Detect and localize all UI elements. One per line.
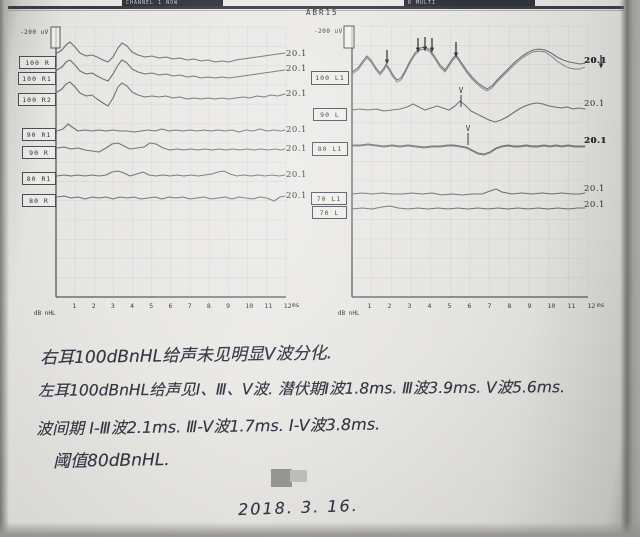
handwritten-note-threshold: 阈值80dBnHL.: [52, 449, 170, 473]
trace-label-box-100-l1: 100 L1: [311, 71, 349, 85]
trace-label-box-90-r1: 90 R1: [22, 128, 56, 141]
waveform-100-r1: [56, 59, 286, 82]
left-calibration-box: [50, 26, 61, 49]
page-top-rule-2: [8, 9, 624, 11]
right-x-tick-4: 4: [427, 302, 432, 310]
latency-value-100-r: 20.1: [286, 49, 307, 59]
trace-label-box-90-l: 90 L: [313, 108, 347, 121]
wave-v-marker-90: V: [459, 86, 464, 95]
latency-value-70-l: 20.1: [584, 200, 605, 210]
left-x-tick-8: 8: [206, 302, 211, 310]
report-title: ABR15: [306, 8, 339, 17]
trace-label-box-80-r: 80 R: [22, 194, 56, 207]
waveform-80-l1: [351, 143, 586, 155]
right-x-tick-5: 5: [447, 302, 452, 310]
photo-edge-bottom: [0, 522, 640, 537]
latency-value-70-l1: 20.1: [584, 184, 605, 194]
left-x-tick-3: 3: [110, 302, 115, 310]
right-x-tick-6: 6: [467, 302, 472, 310]
waveform-70-l: [351, 205, 586, 210]
trace-label-box-100-r2: 100 R2: [18, 93, 56, 106]
right-x-tick-11: 11: [567, 302, 576, 310]
right-scale-label: -200 uV: [314, 28, 343, 35]
waveform-80-r: [56, 195, 286, 202]
wave-iii-marker-3-head: [429, 47, 435, 53]
trace-label-box-70-l1: 70 L1: [311, 192, 347, 205]
right-x-tick-9: 9: [527, 302, 532, 310]
left-x-tick-2: 2: [91, 302, 96, 310]
left-scale-label: -200 uV: [20, 29, 49, 36]
window-titlebar-fragment-left: CHANNEL 1 NOW: [122, 0, 223, 6]
right-time-unit: ms: [597, 302, 605, 309]
window-titlebar-fragment-right: R MULTI: [404, 0, 535, 7]
right-x-tick-2: 2: [387, 302, 392, 310]
left-time-unit: ms: [292, 302, 300, 309]
right-calibration-box: [343, 25, 355, 49]
trace-label-box-80-l1: 80 L1: [312, 142, 348, 156]
handwritten-note-left-ear-latency: 左耳100dBnHL给声见I、Ⅲ、V波. 潜伏期I波1.8ms. Ⅲ波3.9ms…: [37, 378, 565, 400]
waveform-80-l1-retest: [352, 144, 585, 156]
latency-value-90-r: 20.1: [286, 144, 307, 154]
waveform-100-r: [56, 41, 286, 63]
photo-edge-right: [620, 0, 640, 537]
wave-iii-marker-1-head: [415, 47, 421, 53]
left-axis-label: dB nHL: [34, 310, 56, 317]
left-x-tick-1: 1: [72, 302, 77, 310]
left-x-tick-11: 11: [264, 302, 273, 310]
waveform-90-r1: [56, 123, 286, 133]
handwritten-note-interpeak-intervals: 波间期 I-Ⅲ波2.1ms. Ⅲ-V波1.7ms. I-V波3.8ms.: [35, 414, 381, 439]
latency-value-80-r1: 20.1: [286, 170, 307, 180]
latency-value-100-r1: 20.1: [286, 64, 307, 74]
right-x-tick-3: 3: [407, 302, 412, 310]
left-x-tick-5: 5: [149, 302, 154, 310]
latency-value-100-r2: 20.1: [286, 89, 307, 99]
right-x-tick-10: 10: [547, 302, 556, 310]
waveform-90-l: [351, 100, 586, 123]
latency-value-100-l1: 20.1: [584, 56, 607, 66]
latency-value-80-r: 20.1: [286, 191, 307, 201]
page-top-rule: [8, 6, 624, 9]
waveform-90-r: [56, 142, 286, 153]
redaction-block: [271, 469, 292, 487]
right-x-tick-8: 8: [507, 302, 512, 310]
value-row-marker-head: [598, 63, 604, 69]
wave-iii-marker-2-head: [422, 46, 428, 52]
waveform-70-l1: [351, 188, 586, 196]
right-axis-label: dB nHL: [338, 310, 360, 317]
trace-label-box-70-l: 70 L: [312, 206, 347, 219]
latency-value-90-r1: 20.1: [286, 125, 307, 135]
trace-label-box-100-r1: 100 R1: [18, 72, 56, 85]
left-x-tick-6: 6: [168, 302, 173, 310]
left-x-tick-7: 7: [187, 302, 192, 310]
left-x-tick-12: 12: [283, 302, 292, 310]
trace-label-box-100-r: 100 R: [19, 56, 56, 69]
wave-v-marker-80: V: [466, 124, 471, 133]
waveform-80-r1: [56, 170, 286, 177]
latency-value-80-l1: 20.1: [584, 136, 607, 146]
trace-label-box-80-r1: 80 R1: [22, 172, 56, 185]
waveform-100-r2: [56, 81, 286, 107]
wave-i-marker-head: [384, 59, 390, 65]
right-x-tick-7: 7: [487, 302, 492, 310]
left-x-tick-10: 10: [245, 302, 254, 310]
wave-v-marker-100-head: [453, 52, 459, 58]
photo-edge-left: [0, 0, 9, 537]
right-x-tick-1: 1: [367, 302, 372, 310]
left-x-tick-4: 4: [130, 302, 135, 310]
right-x-tick-12: 12: [587, 302, 596, 310]
redaction-block-2: [290, 470, 307, 482]
latency-value-90-l: 20.1: [584, 99, 605, 109]
left-x-tick-9: 9: [226, 302, 231, 310]
handwritten-note-right-ear: 右耳100dBnHL给声未见明显V波分化.: [39, 343, 333, 369]
trace-label-box-90-r: 90 R: [22, 146, 56, 159]
